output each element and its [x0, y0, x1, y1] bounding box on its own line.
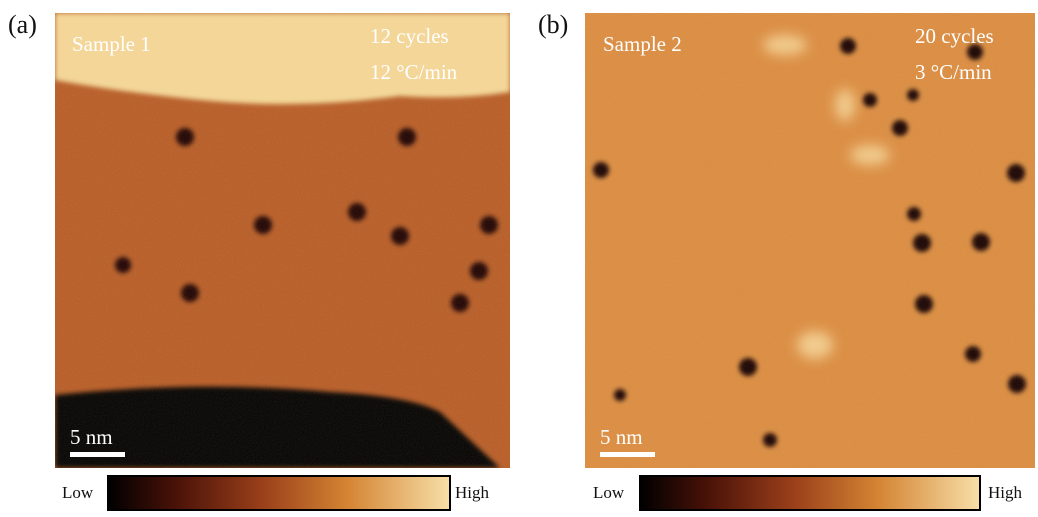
colorbar-low: Low [62, 483, 94, 502]
cycles-label: 12 cycles [370, 24, 449, 48]
figure: (a) Sample 1 12 cycles 12 °C/min 5 nm Lo… [0, 0, 1038, 517]
colorbar-high: High [455, 483, 490, 502]
panel-label: (a) [8, 10, 37, 39]
colorbar-low: Low [593, 483, 625, 502]
rate-label: 12 °C/min [370, 60, 458, 84]
panel-label: (b) [538, 10, 568, 39]
sample-label: Sample 2 [603, 32, 682, 56]
colorbar-high: High [988, 483, 1023, 502]
scale-label: 5 nm [600, 425, 643, 449]
scale-bar [600, 452, 655, 457]
sample-label: Sample 1 [72, 32, 151, 56]
rate-label: 3 °C/min [915, 60, 992, 84]
colorbar [640, 476, 980, 510]
scale-label: 5 nm [70, 425, 113, 449]
colorbar [108, 476, 450, 510]
cycles-label: 20 cycles [915, 24, 994, 48]
scale-bar [70, 452, 125, 457]
